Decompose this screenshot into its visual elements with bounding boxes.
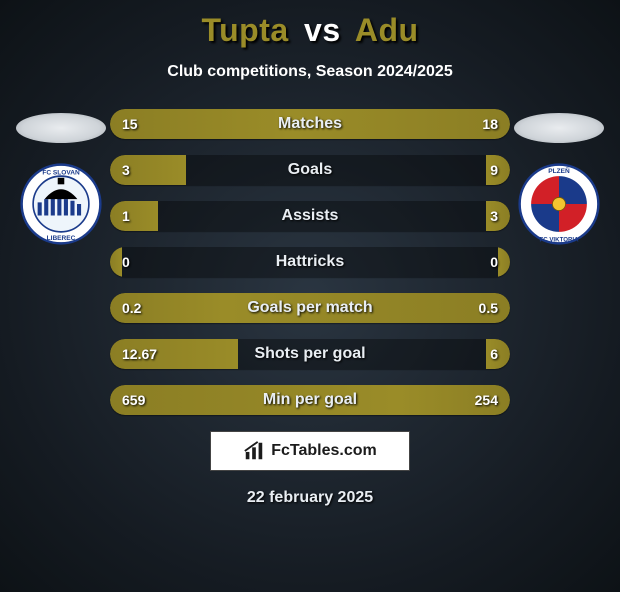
stat-bars: 1518Matches 39Goals 13Assists 00Hattricks 0.…: [110, 109, 510, 415]
stat-label: Goals: [110, 155, 510, 185]
disc-left: [16, 113, 106, 143]
stat-label: Matches: [110, 109, 510, 139]
player1-name: Tupta: [201, 12, 288, 48]
crest-right-svg: PLZEŇ FC VIKTORIA: [518, 163, 600, 245]
vs-label: vs: [304, 12, 341, 48]
subtitle: Club competitions, Season 2024/2025: [0, 63, 620, 81]
svg-text:LIBEREC: LIBEREC: [47, 235, 76, 242]
svg-text:PLZEŇ: PLZEŇ: [548, 166, 570, 175]
stat-label: Assists: [110, 201, 510, 231]
stat-row: 0.20.5Goals per match: [110, 293, 510, 323]
svg-text:FC SLOVAN: FC SLOVAN: [42, 169, 80, 176]
stat-row: 12.676Shots per goal: [110, 339, 510, 369]
fctables-badge[interactable]: FcTables.com: [210, 431, 410, 471]
stat-label: Goals per match: [110, 293, 510, 323]
fctables-label: FcTables.com: [271, 442, 377, 460]
stat-label: Min per goal: [110, 385, 510, 415]
player2-name: Adu: [355, 12, 419, 48]
team-crest-right: PLZEŇ FC VIKTORIA: [518, 163, 600, 245]
comparison-date: 22 february 2025: [0, 489, 620, 507]
stat-label: Shots per goal: [110, 339, 510, 369]
stat-row: 1518Matches: [110, 109, 510, 139]
svg-text:FC VIKTORIA: FC VIKTORIA: [539, 237, 579, 244]
crest-left-svg: FC SLOVAN LIBEREC: [20, 163, 102, 245]
stat-row: 39Goals: [110, 155, 510, 185]
stat-row: 00Hattricks: [110, 247, 510, 277]
chart-icon: [243, 440, 265, 462]
stat-row: 13Assists: [110, 201, 510, 231]
comparison-title: Tupta vs Adu: [0, 12, 620, 49]
stat-label: Hattricks: [110, 247, 510, 277]
content-area: FC SLOVAN LIBEREC PLZEŇ FC VIKTORIA 1518…: [0, 109, 620, 507]
disc-right: [514, 113, 604, 143]
team-crest-left: FC SLOVAN LIBEREC: [20, 163, 102, 245]
stat-row: 659254Min per goal: [110, 385, 510, 415]
